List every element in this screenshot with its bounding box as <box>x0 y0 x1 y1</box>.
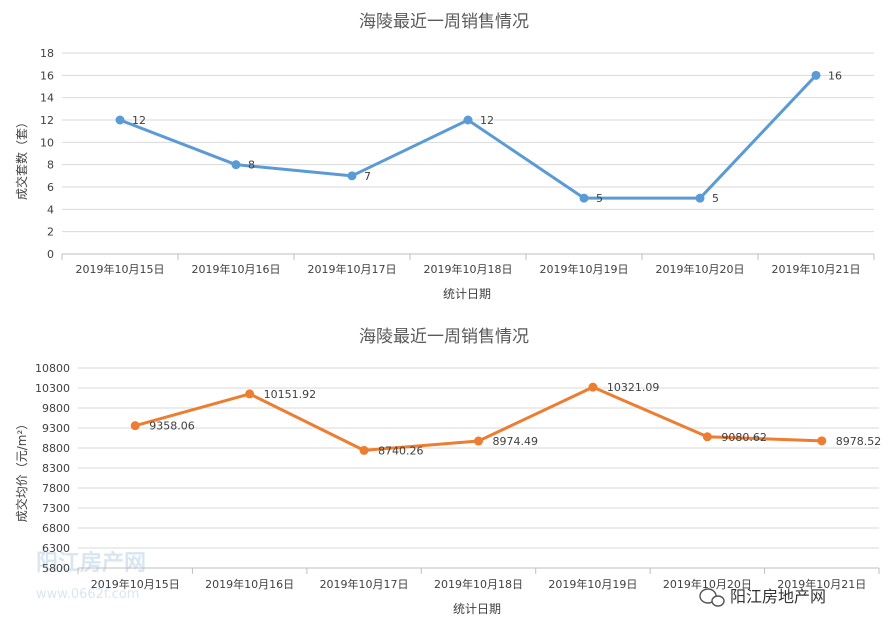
chart2-xtick-label: 2019年10月19日 <box>548 577 637 591</box>
chart1-data-point <box>695 193 705 203</box>
chart1-data-label: 7 <box>364 170 371 183</box>
chart2-ytick-label: 6300 <box>42 542 70 555</box>
chart1-series-line <box>118 73 818 200</box>
chart2-xtick-label: 2019年10月18日 <box>434 577 523 591</box>
chart2-data-label: 10151.92 <box>264 388 317 401</box>
chart2-xtick-label: 2019年10月16日 <box>205 577 294 591</box>
chart2-plot: 5800 6300 6800 7300 7800 8300 8800 9300 9800 1030… <box>35 362 881 591</box>
chart2-data-label: 8974.49 <box>493 435 539 448</box>
chart1-ytick-label: 6 <box>47 181 54 194</box>
chart2-data-point <box>817 436 827 446</box>
chart2-xtick-label: 2019年10月21日 <box>777 577 866 591</box>
chart2-data-point <box>245 389 255 399</box>
chart1-xtick-label: 2019年10月15日 <box>76 262 165 276</box>
chart1-ylabel: 成交套数（套） <box>14 116 29 200</box>
chart1-data-label: 5 <box>596 192 603 205</box>
chart1-data-point <box>115 115 125 125</box>
chart1-xtick-label: 2019年10月18日 <box>424 262 513 276</box>
chart1-xlabel: 统计日期 <box>443 287 491 301</box>
chart1-data-label: 16 <box>828 69 842 82</box>
chart1-data-point <box>347 171 357 181</box>
chart2-ytick-label: 5800 <box>42 562 70 575</box>
chart2-data-point <box>474 436 483 446</box>
chart1-xtick-label: 2019年10月16日 <box>192 262 281 276</box>
chart1-plot: 0 2 4 6 8 10 12 14 16 18 2019年10月15日 2019年10月16日 201… <box>40 47 875 276</box>
chart2-data-point <box>702 432 712 442</box>
chart1-ytick-label: 8 <box>47 159 54 172</box>
chart2-ytick-label: 10300 <box>35 382 70 395</box>
chart1-data-point <box>811 70 821 80</box>
chart1-ytick-label: 14 <box>40 92 54 105</box>
wechat-badge: 阳江房地产网 <box>699 587 826 607</box>
chart1-xtick-label: 2019年10月17日 <box>308 262 397 276</box>
chart2-ytick-label: 6800 <box>42 522 70 535</box>
chart1-ytick-label: 0 <box>47 248 54 261</box>
chart2-xlabel: 统计日期 <box>453 602 501 616</box>
chart1-xtick-label: 2019年10月19日 <box>540 262 629 276</box>
chart2-data-point <box>359 445 369 455</box>
chart1-data-point <box>463 115 473 125</box>
chart1-ytick-label: 2 <box>47 226 54 239</box>
chart1-data-label: 12 <box>480 114 494 127</box>
chart2-ytick-label: 10800 <box>35 362 70 375</box>
chart1-data-label: 8 <box>248 159 255 172</box>
chart2-ylabel: 成交均价（元/m²） <box>14 418 29 523</box>
chart2-data-label: 8740.26 <box>378 444 424 457</box>
chart2-xtick-label: 2019年10月15日 <box>91 577 180 591</box>
chart2-data-label: 10321.09 <box>607 381 660 394</box>
chart2-ytick-label: 9300 <box>42 422 70 435</box>
chart2-ytick-label: 7300 <box>42 502 70 515</box>
chart2-data-label: 8978.52 <box>836 435 882 448</box>
chart2-ytick-label: 7800 <box>42 482 70 495</box>
chart1-data-point <box>231 160 241 170</box>
wechat-badge-text: 阳江房地产网 <box>730 587 826 606</box>
chart1-ytick-label: 12 <box>40 114 54 127</box>
chart1-ytick-label: 4 <box>47 203 54 216</box>
wechat-icon <box>699 588 725 607</box>
chart2-ytick-label: 9800 <box>42 402 70 415</box>
chart1-title: 海陵最近一周销售情况 <box>359 12 529 32</box>
chart2-ytick-label: 8800 <box>42 442 70 455</box>
chart1-data-label: 12 <box>132 114 146 127</box>
watermark-url: www.0662f.com <box>36 587 139 602</box>
chart1-data-point <box>579 193 589 203</box>
chart2-data-label: 9080.62 <box>721 431 767 444</box>
chart2-data-point <box>588 382 598 392</box>
chart1-data-label: 5 <box>712 192 719 205</box>
chart2-data-label: 9358.06 <box>149 420 195 433</box>
chart1-ytick-label: 18 <box>40 47 54 60</box>
chart1-ytick-label: 16 <box>40 69 54 82</box>
watermark: 阳江房产网 www.0662f.com <box>36 550 146 602</box>
watermark-logo-text: 阳江房产网 <box>36 550 146 576</box>
chart1-xtick-label: 2019年10月20日 <box>656 262 745 276</box>
chart2-data-point <box>130 421 140 431</box>
chart1-xtick-label: 2019年10月21日 <box>772 262 861 276</box>
chart1-ytick-label: 10 <box>40 136 54 149</box>
chart2-xtick-label: 2019年10月17日 <box>320 577 409 591</box>
chart2-ytick-label: 8300 <box>42 462 70 475</box>
chart2-title: 海陵最近一周销售情况 <box>359 327 529 347</box>
chart2-xtick-label: 2019年10月20日 <box>663 577 752 591</box>
